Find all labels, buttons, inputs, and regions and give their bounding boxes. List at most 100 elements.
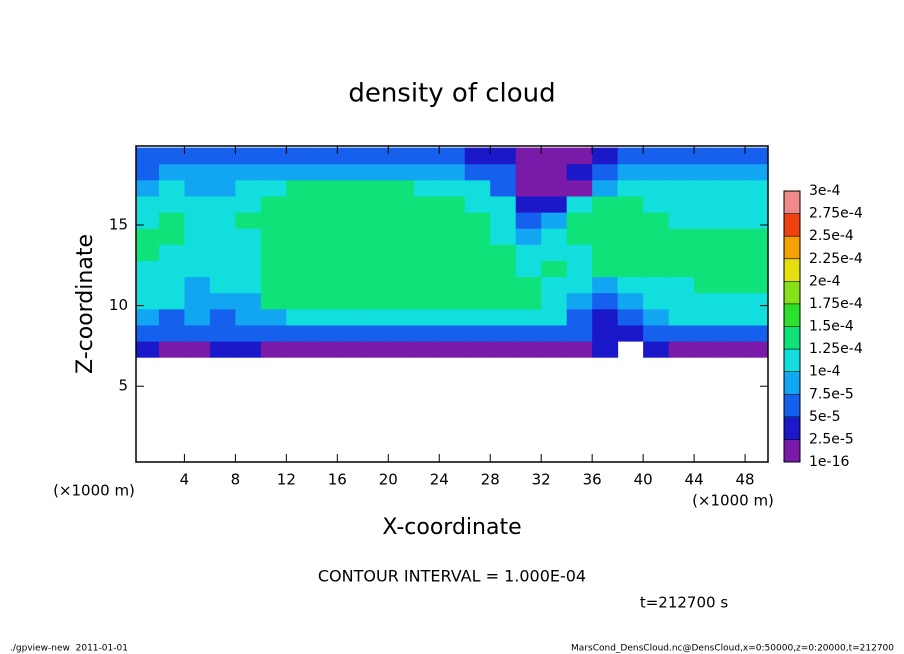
y-unit: (×1000 m) <box>53 482 135 500</box>
heatmap-cell <box>235 341 262 358</box>
heatmap-cell <box>209 260 236 278</box>
heatmap-cell <box>490 228 517 245</box>
heatmap-cell <box>719 179 746 197</box>
heatmap-cell <box>719 163 746 181</box>
heatmap-cell <box>136 179 160 197</box>
heatmap-cell <box>617 324 644 342</box>
heatmap-cell <box>209 228 236 245</box>
x-tick-label: 4 <box>180 471 190 489</box>
colorbar-segment <box>784 281 800 305</box>
heatmap-cell <box>541 147 568 165</box>
colorbar-segment <box>784 303 800 327</box>
heatmap-cell <box>592 212 619 229</box>
colorbar-segment <box>784 258 800 282</box>
heatmap-cell <box>464 228 491 245</box>
heatmap-cell <box>136 212 160 229</box>
heatmap-cell <box>209 163 236 181</box>
heatmap-cell <box>464 260 491 278</box>
time-label: t=212700 s <box>640 594 728 612</box>
heatmap-cell <box>136 260 160 278</box>
heatmap-cell <box>490 324 517 342</box>
heatmap-cell <box>694 244 721 261</box>
heatmap-cell <box>311 244 338 261</box>
colorbar-label: 1e-4 <box>809 364 841 380</box>
heatmap-cell <box>286 212 313 229</box>
x-tick-label: 48 <box>736 471 755 489</box>
heatmap-cell <box>668 276 695 294</box>
heatmap-cell <box>235 163 262 181</box>
heatmap-cell <box>694 341 721 358</box>
heatmap-cell <box>158 212 185 229</box>
heatmap-cell <box>617 228 644 245</box>
heatmap-cell <box>490 244 517 261</box>
heatmap-cell <box>184 292 211 310</box>
heatmap-cell <box>515 260 542 278</box>
colorbar-label: 2.75e-4 <box>809 206 863 222</box>
heatmap-cell <box>668 147 695 165</box>
heatmap-cell <box>643 147 670 165</box>
x-tick-label: 20 <box>379 471 398 489</box>
heatmap-cell <box>566 163 593 181</box>
heatmap-cell <box>592 228 619 245</box>
heatmap-cell <box>617 212 644 229</box>
heatmap-cell <box>490 292 517 310</box>
footer-left: ./gpview-new 2011-01-01 <box>10 644 128 654</box>
heatmap-cell <box>337 324 364 342</box>
heatmap-cell <box>490 179 517 197</box>
heatmap-cell <box>592 324 619 342</box>
heatmap-cell <box>260 163 287 181</box>
heatmap-cell <box>694 179 721 197</box>
heatmap-cell <box>184 195 211 213</box>
heatmap-cell <box>464 324 491 342</box>
heatmap <box>136 147 768 358</box>
heatmap-cell <box>617 244 644 261</box>
heatmap-cell <box>337 179 364 197</box>
heatmap-cell <box>388 341 415 358</box>
heatmap-cell <box>668 179 695 197</box>
heatmap-cell <box>719 276 746 294</box>
heatmap-cell <box>209 244 236 261</box>
heatmap-cell <box>311 292 338 310</box>
heatmap-cell <box>745 179 768 197</box>
heatmap-cell <box>158 292 185 310</box>
colorbar-label: 5e-5 <box>809 409 840 425</box>
heatmap-cell <box>464 308 491 326</box>
heatmap-cell <box>158 324 185 342</box>
heatmap-cell <box>643 260 670 278</box>
heatmap-cell <box>745 195 768 213</box>
heatmap-cell <box>413 228 440 245</box>
colorbar-label: 1e-16 <box>809 454 849 470</box>
heatmap-cell <box>617 260 644 278</box>
heatmap-cell <box>413 244 440 261</box>
heatmap-cell <box>490 308 517 326</box>
heatmap-cell <box>439 195 466 213</box>
heatmap-cell <box>719 292 746 310</box>
heatmap-cell <box>643 244 670 261</box>
heatmap-cell <box>745 308 768 326</box>
heatmap-cell <box>184 308 211 326</box>
heatmap-cell <box>515 195 542 213</box>
heatmap-cell <box>566 341 593 358</box>
heatmap-cell <box>311 324 338 342</box>
x-tick-label: 28 <box>481 471 500 489</box>
heatmap-cell <box>260 308 287 326</box>
heatmap-cell <box>136 228 160 245</box>
heatmap-cell <box>694 276 721 294</box>
heatmap-cell <box>337 308 364 326</box>
heatmap-cell <box>719 260 746 278</box>
heatmap-cell <box>643 308 670 326</box>
heatmap-cell <box>337 260 364 278</box>
heatmap-cell <box>209 341 236 358</box>
heatmap-cell <box>592 244 619 261</box>
colorbar-label: 2.5e-4 <box>809 228 854 244</box>
heatmap-cell <box>694 212 721 229</box>
heatmap-cell <box>413 260 440 278</box>
heatmap-cell <box>362 292 389 310</box>
x-tick-label: 32 <box>532 471 551 489</box>
heatmap-cell <box>235 212 262 229</box>
heatmap-cell <box>464 147 491 165</box>
heatmap-cell <box>209 147 236 165</box>
heatmap-cell <box>311 260 338 278</box>
heatmap-cell <box>668 228 695 245</box>
heatmap-cell <box>592 260 619 278</box>
